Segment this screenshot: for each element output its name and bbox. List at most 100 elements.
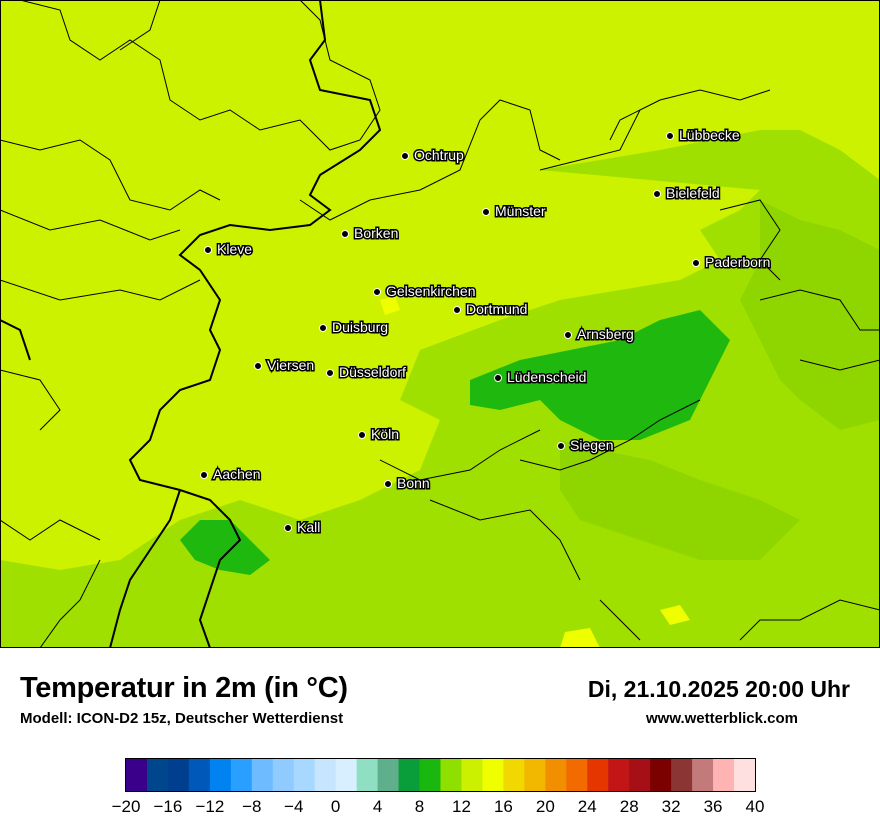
legend-swatches bbox=[126, 759, 756, 791]
legend-tick-label: 0 bbox=[331, 797, 340, 816]
city-marker: Bielefeld bbox=[653, 184, 721, 203]
temperature-field bbox=[0, 130, 880, 648]
city-marker: Köln bbox=[358, 425, 401, 444]
legend-tick-label: 24 bbox=[578, 797, 597, 816]
legend-swatch bbox=[335, 759, 358, 791]
legend-swatch bbox=[272, 759, 295, 791]
legend-swatch bbox=[356, 759, 379, 791]
city-dot bbox=[482, 208, 490, 216]
city-dot bbox=[200, 471, 208, 479]
temp-zone-16-spot2 bbox=[660, 605, 690, 625]
city-marker: Ochtrup bbox=[401, 146, 466, 165]
map-title: Temperatur in 2m (in °C) bbox=[20, 672, 348, 704]
city-dot bbox=[373, 288, 381, 296]
city-dot bbox=[557, 442, 565, 450]
legend-swatch bbox=[293, 759, 316, 791]
website-url: www.wetterblick.com bbox=[646, 710, 798, 727]
city-dot bbox=[401, 152, 409, 160]
city-marker: Dortmund bbox=[453, 300, 529, 319]
legend-swatch bbox=[398, 759, 421, 791]
legend-frame bbox=[125, 758, 756, 792]
temp-zone-10-eifel bbox=[180, 520, 270, 575]
city-marker: Bonn bbox=[384, 474, 431, 493]
city-label: Arnsberg bbox=[577, 326, 634, 342]
legend-swatch bbox=[482, 759, 504, 791]
city-marker: Gelsenkirchen bbox=[373, 282, 477, 301]
city-dot bbox=[692, 259, 700, 267]
legend-tick-label: −16 bbox=[154, 797, 183, 816]
city-label: Aachen bbox=[213, 466, 260, 482]
legend-tick-label: 20 bbox=[536, 797, 555, 816]
city-marker: Borken bbox=[341, 224, 400, 243]
legend-swatch bbox=[587, 759, 609, 791]
city-layer: Lübbecke Ochtrup Bielefeld Münster Borken Kle… bbox=[200, 126, 772, 537]
legend-swatch bbox=[734, 759, 756, 791]
legend-tick-label: 8 bbox=[415, 797, 424, 816]
legend-tick-label: 12 bbox=[452, 797, 471, 816]
city-label: Paderborn bbox=[705, 254, 770, 270]
legend-swatch bbox=[524, 759, 546, 791]
city-dot bbox=[341, 230, 349, 238]
city-dot bbox=[666, 132, 674, 140]
city-dot bbox=[204, 246, 212, 254]
city-dot bbox=[284, 524, 292, 532]
city-label: Ochtrup bbox=[414, 147, 464, 163]
legend-tick-label: −4 bbox=[284, 797, 303, 816]
legend-swatch bbox=[671, 759, 693, 791]
city-label: Duisburg bbox=[332, 319, 388, 335]
city-dot bbox=[384, 480, 392, 488]
legend-swatch bbox=[566, 759, 588, 791]
city-dot bbox=[254, 362, 262, 370]
weather-map: Lübbecke Ochtrup Bielefeld Münster Borken Kle… bbox=[0, 0, 880, 648]
legend-swatch bbox=[503, 759, 525, 791]
legend-swatch bbox=[440, 759, 462, 791]
city-marker: Lüdenscheid bbox=[494, 368, 588, 387]
city-marker: Münster bbox=[482, 202, 547, 221]
model-source: Modell: ICON-D2 15z, Deutscher Wetterdie… bbox=[20, 710, 344, 727]
city-label: Münster bbox=[495, 203, 546, 219]
legend-tick-label: −8 bbox=[242, 797, 261, 816]
legend-swatch bbox=[713, 759, 735, 791]
legend-tick-label: 4 bbox=[373, 797, 382, 816]
legend-tick-label: −12 bbox=[195, 797, 224, 816]
city-label: Bielefeld bbox=[666, 185, 720, 201]
legend-swatch bbox=[608, 759, 630, 791]
forecast-datetime: Di, 21.10.2025 20:00 Uhr bbox=[587, 676, 850, 702]
legend-swatch bbox=[230, 759, 253, 791]
city-marker: Lübbecke bbox=[666, 126, 741, 145]
city-dot bbox=[653, 190, 661, 198]
city-dot bbox=[564, 331, 572, 339]
city-label: Viersen bbox=[267, 357, 314, 373]
city-marker: Düsseldorf bbox=[326, 363, 408, 382]
city-label: Lüdenscheid bbox=[507, 369, 586, 385]
legend-swatch bbox=[629, 759, 651, 791]
city-marker: Arnsberg bbox=[564, 325, 635, 344]
city-label: Siegen bbox=[570, 437, 614, 453]
city-label: Lübbecke bbox=[679, 127, 740, 143]
city-label: Düsseldorf bbox=[339, 364, 406, 380]
legend-tick-label: 16 bbox=[494, 797, 513, 816]
district-borders bbox=[0, 0, 880, 648]
city-dot bbox=[494, 374, 502, 382]
legend-tick-label: 28 bbox=[620, 797, 639, 816]
legend-swatch bbox=[545, 759, 567, 791]
city-marker: Kall bbox=[284, 518, 322, 537]
city-label: Köln bbox=[371, 426, 399, 442]
temperature-legend: −20 −16 −12 −8 −4 0 4 8 12 16 20 24 28 32 36 40 bbox=[0, 750, 880, 830]
city-label: Borken bbox=[354, 225, 398, 241]
city-marker: Kleve bbox=[204, 240, 254, 259]
city-dot bbox=[319, 324, 327, 332]
city-label: Dortmund bbox=[466, 301, 527, 317]
legend-swatch bbox=[461, 759, 483, 791]
city-marker: Aachen bbox=[200, 465, 262, 484]
city-marker: Viersen bbox=[254, 356, 316, 375]
legend-swatch bbox=[692, 759, 714, 791]
city-label: Gelsenkirchen bbox=[386, 283, 476, 299]
legend-tick-label: 32 bbox=[662, 797, 681, 816]
legend-swatch bbox=[146, 759, 169, 791]
temp-zone-10-sauerland bbox=[470, 310, 730, 440]
city-label: Kall bbox=[297, 519, 320, 535]
city-label: Bonn bbox=[397, 475, 430, 491]
city-dot bbox=[326, 369, 334, 377]
temp-zone-11-south bbox=[560, 440, 800, 560]
